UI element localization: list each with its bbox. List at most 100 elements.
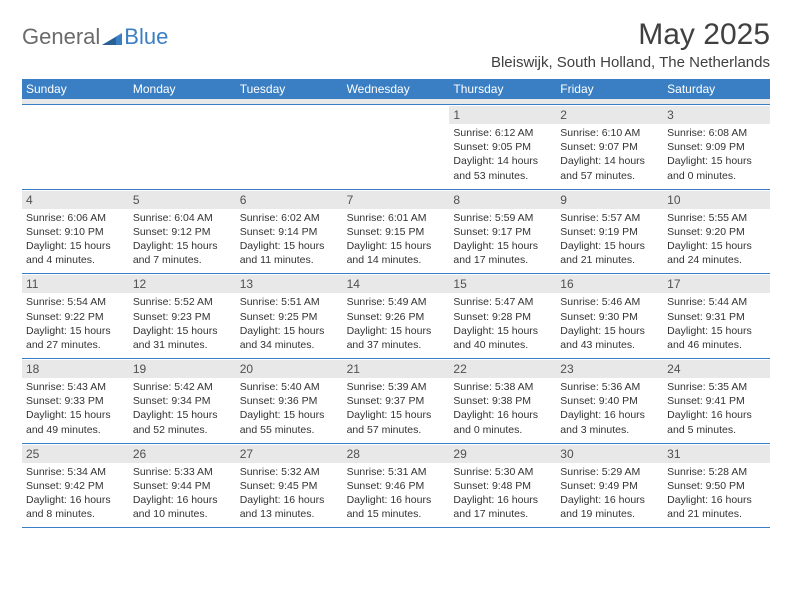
sunrise-text: Sunrise: 5:34 AM xyxy=(26,465,125,479)
day-detail-cell: Sunrise: 5:36 AMSunset: 9:40 PMDaylight:… xyxy=(556,378,663,444)
day-number-cell: 17 xyxy=(663,274,770,293)
sunrise-text: Sunrise: 5:30 AM xyxy=(453,465,552,479)
sunrise-text: Sunrise: 5:42 AM xyxy=(133,380,232,394)
sunrise-text: Sunrise: 6:06 AM xyxy=(26,211,125,225)
day-number-cell: 11 xyxy=(22,274,129,293)
daylight-text: Daylight: 15 hours and 21 minutes. xyxy=(560,239,659,267)
day-detail-cell: Sunrise: 5:43 AMSunset: 9:33 PMDaylight:… xyxy=(22,378,129,444)
day-detail-row: Sunrise: 6:12 AMSunset: 9:05 PMDaylight:… xyxy=(22,124,770,190)
sunset-text: Sunset: 9:26 PM xyxy=(347,310,446,324)
day-detail-cell: Sunrise: 6:10 AMSunset: 9:07 PMDaylight:… xyxy=(556,124,663,190)
day-number-cell: 8 xyxy=(449,190,556,209)
day-number-cell xyxy=(22,105,129,124)
sunset-text: Sunset: 9:45 PM xyxy=(240,479,339,493)
daylight-text: Daylight: 16 hours and 8 minutes. xyxy=(26,493,125,521)
sunset-text: Sunset: 9:19 PM xyxy=(560,225,659,239)
sunrise-text: Sunrise: 5:39 AM xyxy=(347,380,446,394)
sunset-text: Sunset: 9:10 PM xyxy=(26,225,125,239)
daylight-text: Daylight: 15 hours and 27 minutes. xyxy=(26,324,125,352)
day-number-cell: 21 xyxy=(343,359,450,378)
daylight-text: Daylight: 15 hours and 49 minutes. xyxy=(26,408,125,436)
sunrise-text: Sunrise: 5:54 AM xyxy=(26,295,125,309)
sunset-text: Sunset: 9:15 PM xyxy=(347,225,446,239)
day-number-cell: 4 xyxy=(22,190,129,209)
day-detail-cell: Sunrise: 5:29 AMSunset: 9:49 PMDaylight:… xyxy=(556,463,663,529)
sunrise-text: Sunrise: 5:40 AM xyxy=(240,380,339,394)
day-detail-row: Sunrise: 5:54 AMSunset: 9:22 PMDaylight:… xyxy=(22,293,770,359)
day-detail-cell: Sunrise: 5:55 AMSunset: 9:20 PMDaylight:… xyxy=(663,209,770,275)
daylight-text: Daylight: 16 hours and 0 minutes. xyxy=(453,408,552,436)
day-number-cell: 31 xyxy=(663,444,770,463)
sunset-text: Sunset: 9:12 PM xyxy=(133,225,232,239)
weekday-header: Tuesday xyxy=(236,79,343,99)
sunrise-text: Sunrise: 5:31 AM xyxy=(347,465,446,479)
daylight-text: Daylight: 15 hours and 37 minutes. xyxy=(347,324,446,352)
daylight-text: Daylight: 16 hours and 19 minutes. xyxy=(560,493,659,521)
day-number-row: 11121314151617 xyxy=(22,274,770,293)
day-number-cell: 26 xyxy=(129,444,236,463)
sunrise-text: Sunrise: 5:36 AM xyxy=(560,380,659,394)
daylight-text: Daylight: 15 hours and 40 minutes. xyxy=(453,324,552,352)
weekday-header: Saturday xyxy=(663,79,770,99)
sunset-text: Sunset: 9:30 PM xyxy=(560,310,659,324)
sunset-text: Sunset: 9:23 PM xyxy=(133,310,232,324)
daylight-text: Daylight: 16 hours and 21 minutes. xyxy=(667,493,766,521)
sunset-text: Sunset: 9:50 PM xyxy=(667,479,766,493)
sunrise-text: Sunrise: 6:10 AM xyxy=(560,126,659,140)
day-detail-cell: Sunrise: 6:08 AMSunset: 9:09 PMDaylight:… xyxy=(663,124,770,190)
sunset-text: Sunset: 9:07 PM xyxy=(560,140,659,154)
day-number-cell: 25 xyxy=(22,444,129,463)
weekday-header: Thursday xyxy=(449,79,556,99)
day-detail-cell xyxy=(343,124,450,190)
day-detail-row: Sunrise: 5:43 AMSunset: 9:33 PMDaylight:… xyxy=(22,378,770,444)
day-number-cell: 6 xyxy=(236,190,343,209)
sunrise-text: Sunrise: 5:51 AM xyxy=(240,295,339,309)
header: General Blue May 2025 Bleiswijk, South H… xyxy=(22,18,770,71)
daylight-text: Daylight: 15 hours and 43 minutes. xyxy=(560,324,659,352)
sunset-text: Sunset: 9:14 PM xyxy=(240,225,339,239)
day-detail-cell: Sunrise: 5:52 AMSunset: 9:23 PMDaylight:… xyxy=(129,293,236,359)
sunrise-text: Sunrise: 6:01 AM xyxy=(347,211,446,225)
weekday-header: Wednesday xyxy=(343,79,450,99)
sunset-text: Sunset: 9:40 PM xyxy=(560,394,659,408)
logo-text-general: General xyxy=(22,24,100,50)
day-number-row: 18192021222324 xyxy=(22,359,770,378)
day-number-cell: 20 xyxy=(236,359,343,378)
logo-triangle-icon xyxy=(102,29,122,45)
sunset-text: Sunset: 9:48 PM xyxy=(453,479,552,493)
day-number-row: 25262728293031 xyxy=(22,444,770,463)
sunset-text: Sunset: 9:20 PM xyxy=(667,225,766,239)
day-detail-cell xyxy=(22,124,129,190)
sunrise-text: Sunrise: 5:33 AM xyxy=(133,465,232,479)
sunrise-text: Sunrise: 5:47 AM xyxy=(453,295,552,309)
day-detail-row: Sunrise: 5:34 AMSunset: 9:42 PMDaylight:… xyxy=(22,463,770,529)
day-number-cell xyxy=(343,105,450,124)
day-number-cell: 9 xyxy=(556,190,663,209)
day-detail-cell: Sunrise: 5:44 AMSunset: 9:31 PMDaylight:… xyxy=(663,293,770,359)
sunrise-text: Sunrise: 6:02 AM xyxy=(240,211,339,225)
sunset-text: Sunset: 9:09 PM xyxy=(667,140,766,154)
sunrise-text: Sunrise: 5:49 AM xyxy=(347,295,446,309)
sunrise-text: Sunrise: 5:55 AM xyxy=(667,211,766,225)
sunrise-text: Sunrise: 5:29 AM xyxy=(560,465,659,479)
day-detail-cell: Sunrise: 5:35 AMSunset: 9:41 PMDaylight:… xyxy=(663,378,770,444)
day-number-cell: 14 xyxy=(343,274,450,293)
day-number-cell: 29 xyxy=(449,444,556,463)
daylight-text: Daylight: 15 hours and 57 minutes. xyxy=(347,408,446,436)
day-number-cell: 5 xyxy=(129,190,236,209)
day-detail-cell: Sunrise: 5:59 AMSunset: 9:17 PMDaylight:… xyxy=(449,209,556,275)
sunset-text: Sunset: 9:42 PM xyxy=(26,479,125,493)
day-number-row: 45678910 xyxy=(22,190,770,209)
sunset-text: Sunset: 9:49 PM xyxy=(560,479,659,493)
day-number-cell: 12 xyxy=(129,274,236,293)
sunset-text: Sunset: 9:41 PM xyxy=(667,394,766,408)
day-number-cell: 16 xyxy=(556,274,663,293)
sunrise-text: Sunrise: 5:35 AM xyxy=(667,380,766,394)
daylight-text: Daylight: 14 hours and 53 minutes. xyxy=(453,154,552,182)
day-detail-cell: Sunrise: 5:57 AMSunset: 9:19 PMDaylight:… xyxy=(556,209,663,275)
daylight-text: Daylight: 15 hours and 0 minutes. xyxy=(667,154,766,182)
day-number-cell: 13 xyxy=(236,274,343,293)
sunset-text: Sunset: 9:25 PM xyxy=(240,310,339,324)
daylight-text: Daylight: 15 hours and 52 minutes. xyxy=(133,408,232,436)
logo: General Blue xyxy=(22,24,168,50)
